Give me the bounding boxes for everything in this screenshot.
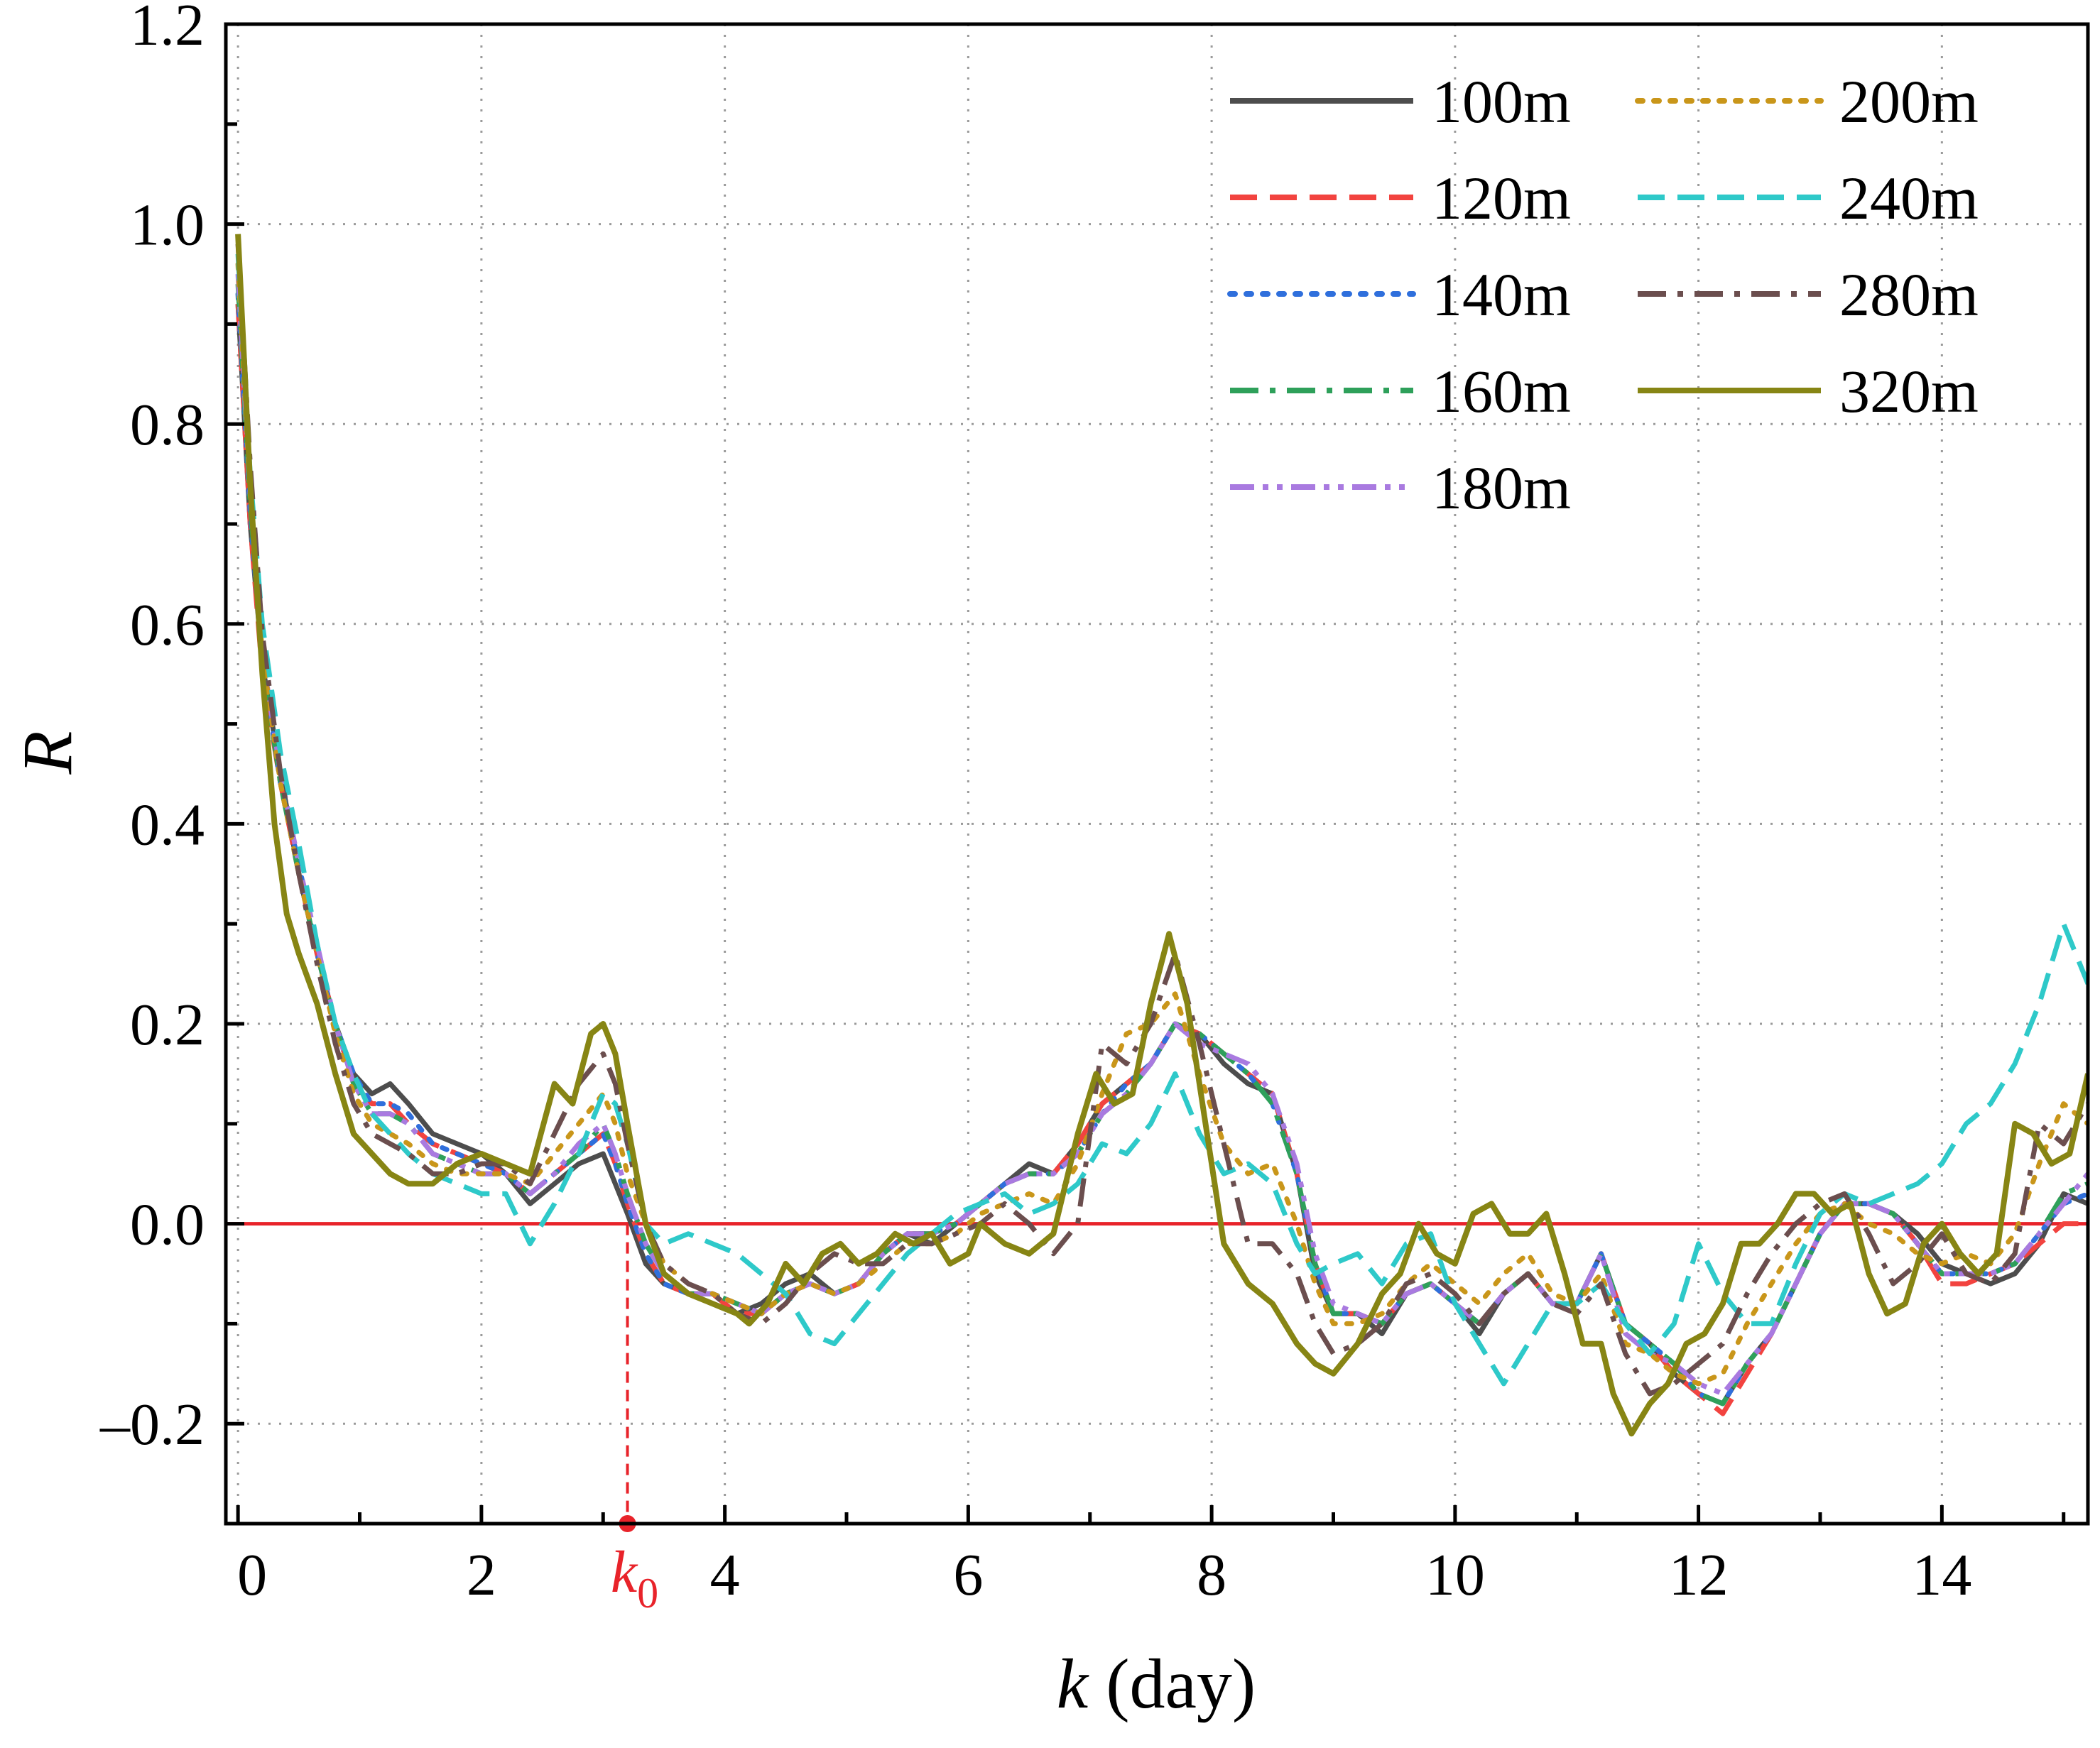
axis-ticks (226, 22, 2066, 1524)
series-line-120m (235, 304, 2088, 1416)
legend-label-120m: 120m (1432, 164, 1571, 232)
y-tick-label-5: 0.8 (130, 392, 205, 458)
x-tick-label-2: 4 (710, 1542, 740, 1608)
y-axis-title: R (8, 731, 87, 775)
series-lines (235, 234, 2088, 1437)
y-tick-label-7: 1.2 (130, 0, 205, 58)
k0-label: k0 (611, 1539, 658, 1617)
legend-label-200m: 200m (1839, 67, 1979, 136)
y-tick-labels: –0.2 0.0 0.2 0.4 0.6 0.8 1.0 1.2 (99, 0, 205, 1458)
x-tick-label-7: 14 (1912, 1542, 1971, 1608)
y-tick-label-0: –0.2 (99, 1392, 205, 1458)
x-axis-symbol: k (1057, 1644, 1089, 1723)
series-line-200m (235, 261, 2088, 1387)
x-tick-label-4: 8 (1197, 1542, 1226, 1608)
y-tick-label-3: 0.4 (130, 792, 205, 858)
legend-label-100m: 100m (1432, 67, 1571, 136)
legend-label-240m: 240m (1839, 164, 1979, 232)
x-tick-label-3: 6 (953, 1542, 983, 1608)
y-tick-label-4: 0.6 (130, 592, 205, 658)
legend-label-160m: 160m (1432, 357, 1571, 425)
x-tick-label-5: 10 (1425, 1542, 1485, 1608)
legend-label-180m: 180m (1432, 454, 1571, 522)
plot-frame (224, 22, 2090, 1526)
series-line-160m (235, 283, 2088, 1406)
y-tick-label-6: 1.0 (130, 192, 205, 258)
series-line-140m (235, 291, 2088, 1406)
grid-lines (226, 23, 2088, 1524)
y-tick-label-2: 0.2 (130, 992, 205, 1058)
x-axis-unit: (day) (1106, 1644, 1256, 1723)
y-tick-label-1: 0.0 (130, 1192, 205, 1258)
x-axis-title: k (day) (1057, 1644, 1256, 1723)
series-line-280m (235, 244, 2088, 1397)
k0-marker (619, 1223, 636, 1532)
series-line-320m (235, 234, 2088, 1437)
x-tick-labels: 0 2 4 6 8 10 12 14 (237, 1542, 1971, 1608)
legend-label-320m: 320m (1839, 357, 1979, 425)
x-tick-label-6: 12 (1669, 1542, 1729, 1608)
legend: 100m 120m 140m 160m 180m 200m 240m 280m 320m (1227, 67, 1979, 522)
x-tick-label-0: 0 (237, 1542, 267, 1608)
series-line-100m (235, 304, 2088, 1406)
x-tick-label-1: 2 (467, 1542, 496, 1608)
series-line-240m (235, 253, 2088, 1387)
legend-label-140m: 140m (1432, 261, 1571, 329)
legend-label-280m: 280m (1839, 261, 1979, 329)
